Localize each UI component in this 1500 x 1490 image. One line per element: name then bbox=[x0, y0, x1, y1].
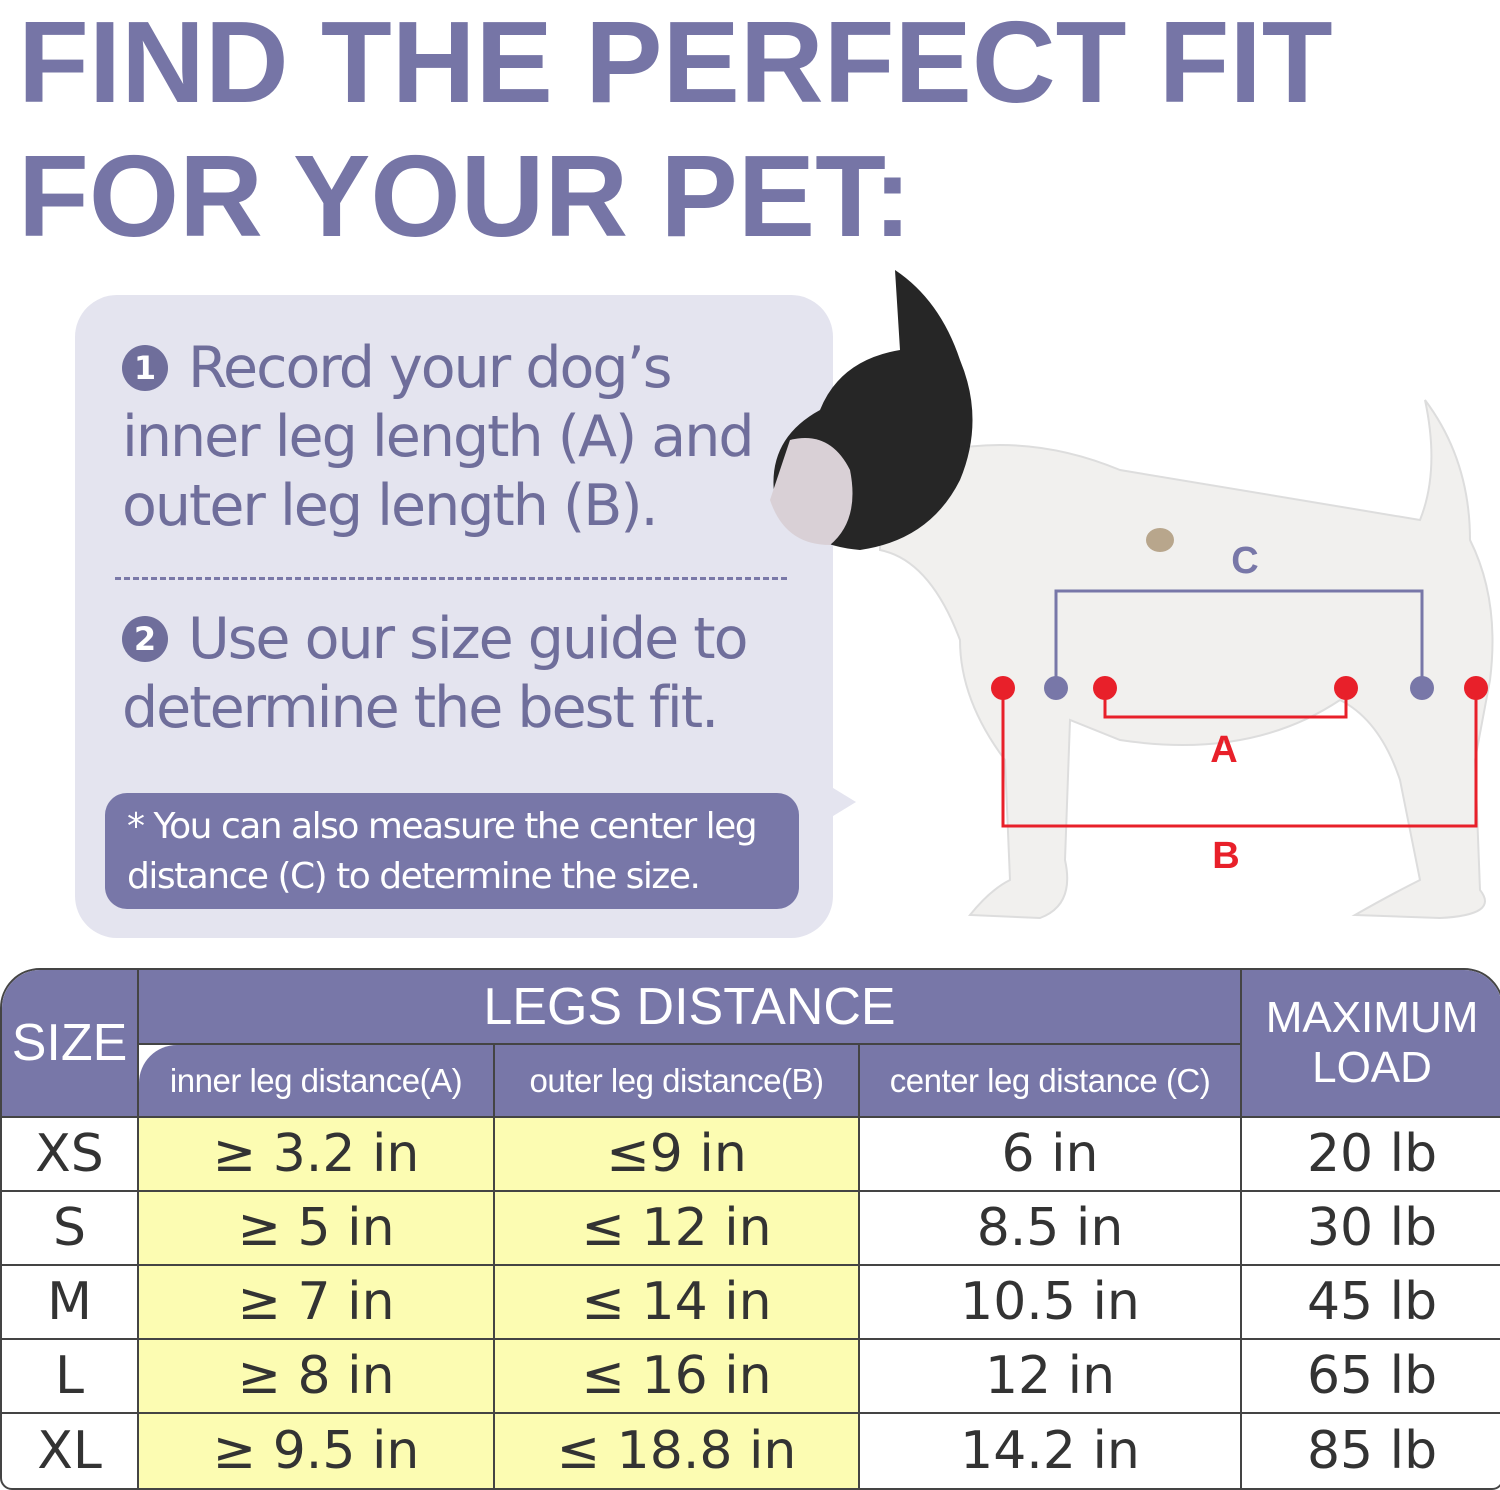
header-legs-distance: LEGS DISTANCE bbox=[139, 970, 1243, 1045]
cell-size: XS bbox=[2, 1118, 139, 1192]
step-1: 1 Record your dog’s inner leg length (A) … bbox=[122, 334, 802, 541]
step-1-text: Record your dog’s inner leg length (A) a… bbox=[122, 335, 755, 539]
cell-outer: ≤ 18.8 in bbox=[495, 1414, 860, 1488]
size-chart-table: SIZE LEGS DISTANCE MAXIMUM LOAD inner le… bbox=[0, 968, 1500, 1490]
title-line-2: FOR YOUR PET: bbox=[18, 131, 912, 261]
cell-center: 14.2 in bbox=[860, 1414, 1243, 1488]
cell-load: 20 lb bbox=[1242, 1118, 1500, 1192]
header-center-leg: center leg distance (C) bbox=[860, 1045, 1243, 1118]
table-row: XL ≥ 9.5 in ≤ 18.8 in 14.2 in 85 lb bbox=[2, 1414, 1500, 1488]
cell-load: 85 lb bbox=[1306, 1421, 1438, 1481]
cell-center: 8.5 in bbox=[860, 1192, 1243, 1266]
cell-load: 30 lb bbox=[1242, 1192, 1500, 1266]
step-2-text: Use our size guide to determine the best… bbox=[122, 606, 749, 741]
cell-inner: ≥ 7 in bbox=[139, 1266, 495, 1340]
measurement-a bbox=[1093, 676, 1358, 719]
cell-size: S bbox=[2, 1192, 139, 1266]
cell-inner: ≥ 9.5 in bbox=[139, 1414, 495, 1488]
cell-inner: ≥ 8 in bbox=[139, 1340, 495, 1414]
table-row: S ≥ 5 in ≤ 12 in 8.5 in 30 lb bbox=[2, 1192, 1500, 1266]
cell-inner: ≥ 5 in bbox=[139, 1192, 495, 1266]
cell-center: 12 in bbox=[860, 1340, 1243, 1414]
cell-outer: ≤9 in bbox=[495, 1118, 860, 1192]
cell-inner: ≥ 3.2 in bbox=[139, 1118, 495, 1192]
dog-illustration bbox=[770, 270, 1494, 920]
label-a: A bbox=[1210, 729, 1237, 771]
step-number-2-icon: 2 bbox=[122, 616, 168, 662]
header-outer-leg: outer leg distance(B) bbox=[495, 1045, 860, 1118]
step-2: 2 Use our size guide to determine the bes… bbox=[122, 605, 762, 743]
cell-center: 10.5 in bbox=[860, 1266, 1243, 1340]
note-box: * You can also measure the center leg di… bbox=[105, 793, 799, 909]
table-row: M ≥ 7 in ≤ 14 in 10.5 in 45 lb bbox=[2, 1266, 1500, 1340]
label-c: C bbox=[1231, 540, 1258, 582]
header-maximum-load: MAXIMUM LOAD bbox=[1242, 970, 1500, 1118]
table-row: L ≥ 8 in ≤ 16 in 12 in 65 lb bbox=[2, 1340, 1500, 1414]
cell-center: 6 in bbox=[860, 1118, 1243, 1192]
cell-outer: ≤ 14 in bbox=[495, 1266, 860, 1340]
cell-load: 45 lb bbox=[1242, 1266, 1500, 1340]
header-size: SIZE bbox=[2, 970, 139, 1118]
cell-outer: ≤ 12 in bbox=[495, 1192, 860, 1266]
step-number-1-icon: 1 bbox=[122, 345, 168, 391]
cell-outer: ≤ 16 in bbox=[495, 1340, 860, 1414]
cell-size: L bbox=[2, 1340, 139, 1414]
title-line-1: FIND THE PERFECT FIT bbox=[18, 0, 1333, 127]
dog-measurement-diagram: C A B bbox=[770, 270, 1494, 920]
header-inner-leg: inner leg distance(A) bbox=[139, 1045, 495, 1118]
bubble-tail bbox=[820, 780, 856, 824]
table-row: XS ≥ 3.2 in ≤9 in 6 in 20 lb bbox=[2, 1118, 1500, 1192]
label-b: B bbox=[1212, 835, 1239, 877]
measurement-c bbox=[1044, 589, 1434, 700]
cell-size: M bbox=[2, 1266, 139, 1340]
measurement-b bbox=[991, 676, 1488, 828]
divider bbox=[115, 577, 787, 580]
cell-size: XL bbox=[2, 1414, 139, 1488]
cell-load: 65 lb bbox=[1242, 1340, 1500, 1414]
